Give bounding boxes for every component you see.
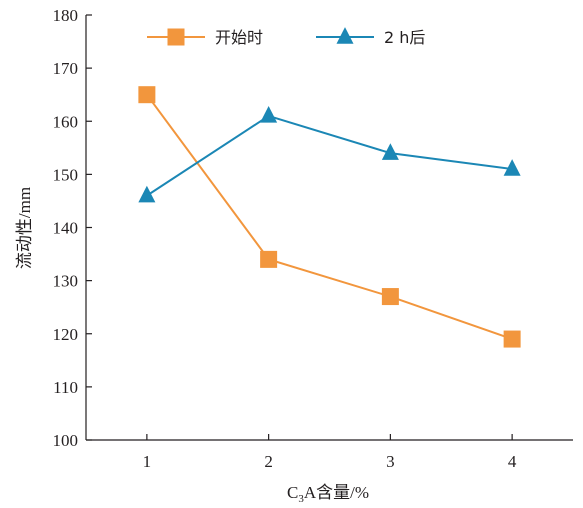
x-tick-label: 4: [508, 452, 517, 471]
x-tick-label: 2: [264, 452, 273, 471]
y-tick-label: 120: [53, 325, 79, 344]
x-axis-title-main: C: [287, 483, 298, 502]
legend-item-2: 2 h后: [316, 27, 425, 47]
x-ticks: 1 2 3 4: [143, 434, 517, 471]
series-1-point: [260, 250, 278, 268]
series-2: [138, 106, 521, 203]
y-tick-label: 130: [53, 272, 79, 291]
x-tick-label: 3: [386, 452, 395, 471]
legend-label: 2 h后: [384, 28, 425, 47]
y-tick-label: 100: [53, 431, 79, 450]
series-2-point: [260, 106, 278, 123]
y-tick-label: 170: [53, 59, 79, 78]
y-tick-label: 140: [53, 219, 79, 238]
legend-label: 开始时: [215, 28, 263, 47]
series-layer: [138, 86, 521, 348]
axes: [85, 15, 573, 441]
series-1-line: [146, 94, 513, 341]
y-tick-label: 160: [53, 112, 79, 131]
series-2-point: [503, 159, 521, 176]
series-2-point: [138, 185, 156, 203]
legend-item-1: 开始时: [147, 28, 263, 47]
legend-marker: [167, 28, 185, 46]
legend-marker: [336, 27, 354, 44]
series-1: [138, 86, 521, 348]
y-axis-title: 流动性/mm: [15, 187, 34, 269]
series-1-point: [381, 288, 399, 306]
y-ticks: 100 110 120 130 140 150 160 170 180: [53, 6, 92, 450]
y-tick-label: 150: [53, 165, 79, 184]
series-2-line: [146, 114, 513, 197]
series-1-point: [503, 330, 521, 348]
series-2-point: [381, 143, 399, 160]
x-tick-label: 1: [143, 452, 152, 471]
x-axis-title: C3A含量/%: [287, 483, 369, 505]
series-1-point: [138, 86, 156, 104]
x-axis-title-rest: A含量/%: [304, 483, 369, 502]
legend: 开始时 2 h后: [147, 27, 425, 47]
y-tick-label: 110: [53, 378, 78, 397]
x-axis-title-subscript: 3: [298, 493, 304, 505]
y-tick-label: 180: [53, 6, 79, 25]
